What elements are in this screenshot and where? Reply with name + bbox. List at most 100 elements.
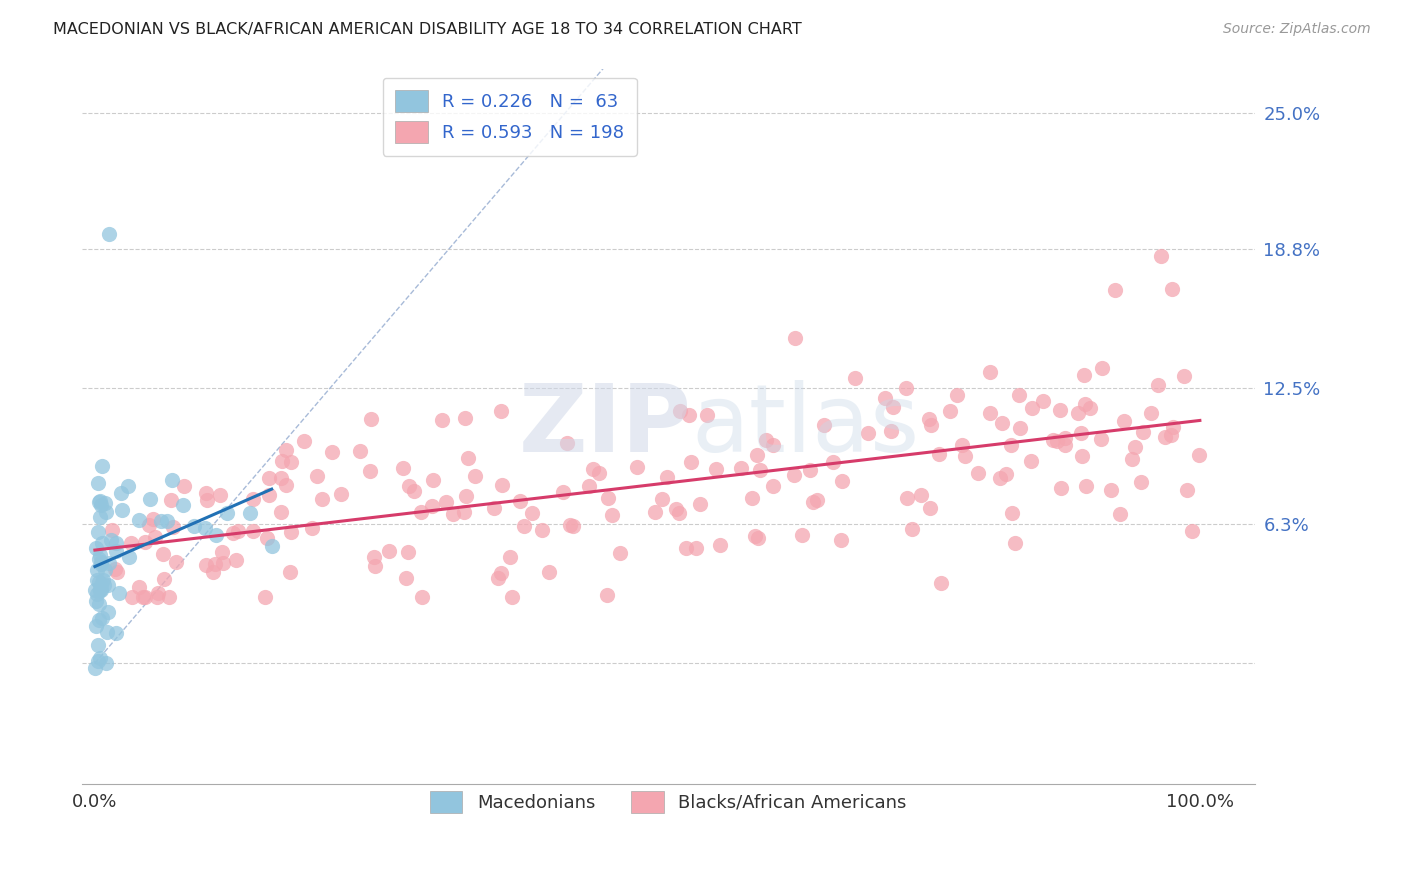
Point [482,500,505,515]
Point [89,548,111,562]
Point [966,466,988,480]
Point [990,416,1012,430]
Point [1042,433,1064,447]
Point [96,656,118,670]
Point [434,495,457,509]
Point [1000,437,1022,451]
Point [1123,440,1146,454]
Point [91,573,114,587]
Point [100,533,122,547]
Point [132,590,155,604]
Point [538,565,561,579]
Point [280,455,302,469]
Point [195,558,218,572]
Point [1161,282,1184,296]
Point [101,523,124,537]
Point [172,498,194,512]
Point [509,493,531,508]
Point [148,586,170,600]
Point [111,503,134,517]
Point [142,512,165,526]
Point [928,447,950,461]
Point [152,547,174,561]
Point [806,492,828,507]
Point [201,565,224,579]
Point [457,450,479,465]
Point [489,403,512,417]
Point [256,532,278,546]
Point [93,495,115,509]
Point [211,545,233,559]
Point [152,572,174,586]
Point [685,541,707,556]
Point [156,514,179,528]
Point [1001,506,1024,520]
Point [950,438,973,452]
Point [87,654,110,668]
Point [657,469,679,483]
Point [1090,432,1112,446]
Point [1019,454,1042,468]
Point [86,587,108,601]
Point [749,463,772,477]
Point [491,477,513,491]
Point [762,438,785,452]
Point [813,417,835,432]
Point [644,504,666,518]
Point [329,487,352,501]
Point [1049,402,1071,417]
Point [499,549,522,564]
Point [98,227,121,241]
Point [581,461,603,475]
Point [453,505,475,519]
Point [117,549,139,564]
Point [665,501,688,516]
Point [1004,536,1026,550]
Point [204,558,226,572]
Point [1067,406,1090,420]
Point [162,519,184,533]
Point [139,492,162,507]
Point [600,508,623,523]
Point [917,412,939,426]
Point [270,506,292,520]
Point [87,495,110,509]
Point [134,590,156,604]
Point [1073,368,1095,383]
Point [910,488,932,502]
Point [432,413,454,427]
Point [744,528,766,542]
Point [276,442,298,457]
Point [1008,388,1031,402]
Point [120,536,142,550]
Point [939,404,962,418]
Point [280,524,302,539]
Point [792,527,814,541]
Point [173,479,195,493]
Point [1108,507,1130,521]
Point [321,444,343,458]
Point [86,475,108,490]
Point [226,524,249,539]
Point [553,485,575,500]
Point [988,470,1011,484]
Point [901,522,924,536]
Point [107,586,129,600]
Point [595,588,617,602]
Point [378,543,401,558]
Point [364,558,387,573]
Point [90,557,112,571]
Point [704,462,727,476]
Point [831,474,853,488]
Point [422,473,444,487]
Point [1070,426,1092,441]
Point [90,582,112,597]
Point [501,590,523,604]
Point [1173,368,1195,383]
Point [117,479,139,493]
Point [87,574,110,589]
Point [747,448,769,462]
Point [292,434,315,448]
Point [730,461,752,475]
Point [668,506,690,520]
